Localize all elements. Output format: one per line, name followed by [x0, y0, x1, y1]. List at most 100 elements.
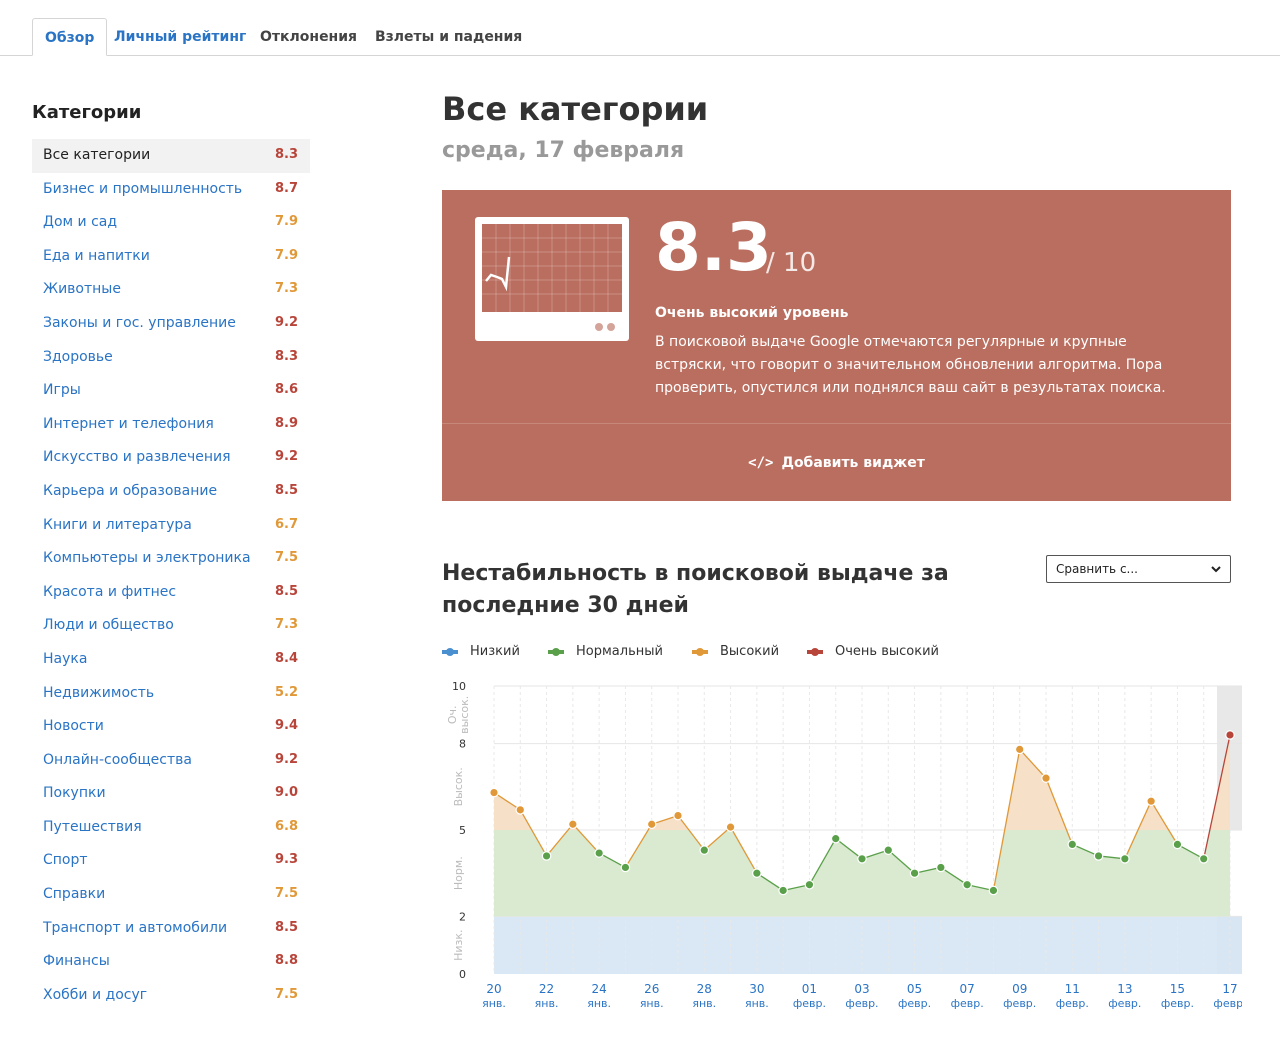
sidebar-item-score: 8.6 — [274, 382, 298, 398]
sidebar-item-label: Дом и сад — [43, 214, 118, 231]
data-point — [1120, 854, 1130, 864]
tab-bar: Обзор Личный рейтинг Отклонения Взлеты и… — [0, 0, 1280, 56]
card-divider — [442, 423, 1231, 424]
legend-high-label: Высокий — [720, 644, 780, 659]
x-tick-month: янв. — [692, 997, 716, 1010]
sidebar-item[interactable]: Красота и фитнес 8.5 — [32, 576, 310, 610]
data-point — [1198, 854, 1209, 864]
data-point — [988, 885, 999, 896]
add-widget-label: Добавить виджет — [781, 454, 925, 471]
sidebar-item[interactable]: Интернет и телефония 8.9 — [32, 408, 310, 442]
sidebar-item-label: Недвижимость — [43, 684, 155, 701]
x-tick-day: 15 — [1170, 982, 1185, 996]
data-point — [594, 848, 604, 858]
data-point — [489, 787, 499, 798]
sidebar-item[interactable]: Справки 7.5 — [32, 878, 310, 912]
data-point — [1225, 730, 1235, 740]
data-point — [699, 845, 710, 855]
data-point — [883, 845, 894, 855]
data-point — [857, 854, 867, 864]
sidebar-item-score: 9.4 — [274, 718, 298, 734]
series-line-segment — [1045, 777, 1073, 845]
band-label: Оч. — [446, 705, 459, 724]
sidebar-item-label: Красота и фитнес — [43, 583, 177, 600]
sidebar-item[interactable]: Книги и литература 6.7 — [32, 509, 310, 543]
sidebar-item-label: Бизнес и промышленность — [43, 180, 243, 197]
add-widget-button[interactable]: </> Добавить виджет — [442, 424, 1231, 501]
tab-personal-rating[interactable]: Личный рейтинг — [114, 29, 247, 45]
page-title: Все категории — [442, 90, 709, 128]
sidebar-item[interactable]: Люди и общество 7.3 — [32, 609, 310, 643]
sidebar-item-label: Транспорт и автомобили — [43, 919, 228, 936]
legend-normal-label: Нормальный — [576, 644, 663, 659]
sidebar-item-score: 7.5 — [274, 986, 298, 1002]
sidebar-item-label: Еда и напитки — [43, 247, 150, 264]
sidebar-item-label: Карьера и образование — [43, 482, 218, 499]
legend-normal[interactable]: Нормальный — [548, 644, 663, 659]
sidebar-item-label: Хобби и досуг — [43, 986, 148, 1003]
sidebar-item[interactable]: Транспорт и автомобили 8.5 — [32, 912, 310, 946]
legend-very-high[interactable]: Очень высокий — [807, 644, 939, 659]
sidebar-item[interactable]: Хобби и досуг 7.5 — [32, 979, 310, 1013]
level-description: В поисковой выдаче Google отмечаются рег… — [655, 334, 1166, 396]
x-tick-day: 24 — [592, 982, 607, 996]
data-point — [1172, 839, 1183, 850]
sidebar-item[interactable]: Все категории 8.3 — [32, 139, 310, 173]
series-line-segment — [887, 849, 915, 874]
series-line-segment — [1019, 748, 1047, 779]
sidebar-item-score: 8.3 — [274, 348, 298, 364]
sidebar-item[interactable]: Законы и гос. управление 9.2 — [32, 307, 310, 341]
legend-high-swatch — [692, 647, 708, 656]
sidebar-item-label: Путешествия — [43, 818, 142, 835]
sidebar-item[interactable]: Компьютеры и электроника 7.5 — [32, 542, 310, 576]
series-line-segment — [677, 815, 705, 851]
x-tick-day: 17 — [1222, 982, 1237, 996]
sidebar-item[interactable]: Искусство и развлечения 9.2 — [32, 441, 310, 475]
sidebar-item-label: Люди и общество — [43, 617, 174, 634]
series-line-segment — [572, 823, 600, 854]
sidebar-item[interactable]: Еда и напитки 7.9 — [32, 240, 310, 274]
legend-high[interactable]: Высокий — [692, 644, 779, 659]
sidebar-item[interactable]: Недвижимость 5.2 — [32, 677, 310, 711]
sidebar-item[interactable]: Новости 9.4 — [32, 710, 310, 744]
sidebar-item[interactable]: Карьера и образование 8.5 — [32, 475, 310, 509]
score-value: 8.3 — [655, 209, 772, 286]
sidebar-item-label: Наука — [43, 650, 88, 667]
compare-select[interactable]: Сравнить с... — [1046, 555, 1231, 583]
data-point — [568, 819, 578, 830]
sidebar-item[interactable]: Финансы 8.8 — [32, 945, 310, 979]
sidebar-item-score: 7.9 — [274, 247, 298, 263]
sidebar-item-score: 9.0 — [274, 785, 298, 801]
tab-winners-losers[interactable]: Взлеты и падения — [375, 29, 523, 45]
sidebar-item-label: Здоровье — [43, 348, 113, 365]
sidebar-item-label: Животные — [43, 281, 121, 298]
sidebar-item-label: Онлайн-сообщества — [43, 751, 192, 768]
sidebar-item-label: Интернет и телефония — [43, 415, 214, 432]
sidebar-item[interactable]: Дом и сад 7.9 — [32, 206, 310, 240]
sidebar-item[interactable]: Путешествия 6.8 — [32, 811, 310, 845]
tab-overview[interactable]: Обзор — [32, 18, 108, 56]
x-tick-month: февр. — [1213, 997, 1242, 1010]
sidebar-item-label: Законы и гос. управление — [43, 314, 236, 331]
x-tick-month: янв. — [745, 997, 769, 1010]
sidebar-item[interactable]: Покупки 9.0 — [32, 777, 310, 811]
data-point — [1014, 744, 1025, 755]
sidebar-item[interactable]: Игры 8.6 — [32, 374, 310, 408]
sidebar-item-score: 6.8 — [274, 818, 298, 834]
x-tick-month: февр. — [1108, 997, 1141, 1010]
sidebar-item[interactable]: Животные 7.3 — [32, 273, 310, 307]
sidebar-item-score: 8.5 — [274, 583, 298, 599]
sidebar-item[interactable]: Бизнес и промышленность 8.7 — [32, 173, 310, 207]
y-tick-label: 10 — [452, 680, 466, 693]
sidebar-item-label: Финансы — [43, 953, 110, 970]
sidebar-item[interactable]: Наука 8.4 — [32, 643, 310, 677]
sidebar-item-score: 9.2 — [274, 314, 298, 330]
sidebar-item[interactable]: Онлайн-сообщества 9.2 — [32, 744, 310, 778]
tab-deviations[interactable]: Отклонения — [260, 29, 358, 45]
monitor-chart-icon — [475, 217, 629, 341]
legend-low[interactable]: Низкий — [442, 644, 520, 659]
sidebar-item[interactable]: Здоровье 8.3 — [32, 341, 310, 375]
x-tick-month: янв. — [482, 997, 506, 1010]
sidebar-item[interactable]: Спорт 9.3 — [32, 844, 310, 878]
chart-title: Нестабильность в поисковой выдаче за пос… — [442, 561, 949, 618]
